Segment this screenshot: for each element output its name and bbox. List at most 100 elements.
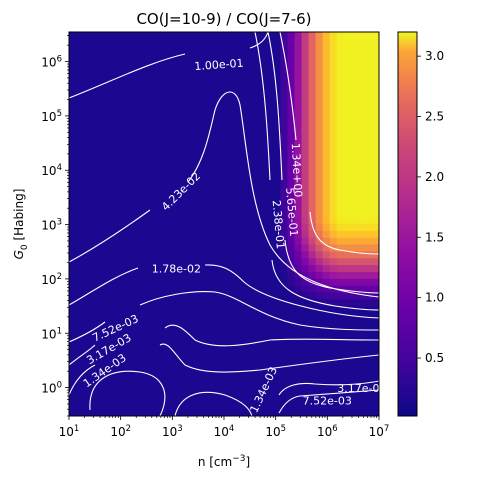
heatmap-cell — [350, 93, 359, 101]
heatmap-cell — [329, 134, 338, 143]
heatmap-cell — [364, 203, 373, 211]
heatmap-cell — [343, 182, 352, 191]
heatmap-cell — [357, 114, 366, 122]
heatmap-cell — [350, 292, 359, 300]
heatmap-cell — [287, 141, 295, 149]
heatmap-cell — [336, 66, 345, 74]
heatmap-cell — [329, 121, 338, 129]
heatmap-cell — [301, 265, 309, 273]
x-tick-label: 101 — [59, 424, 80, 439]
heatmap-cell — [280, 134, 288, 143]
contour-line-1-34e-03-right — [278, 380, 379, 396]
heatmap-cell — [364, 285, 373, 293]
heatmap-cell — [329, 182, 338, 191]
y-tick-label: 104 — [41, 163, 62, 178]
heatmap-cell — [371, 169, 379, 177]
heatmap-cell — [350, 32, 359, 40]
heatmap-cell — [357, 265, 366, 273]
heatmap-cell — [364, 80, 373, 88]
heatmap-cell — [301, 80, 309, 88]
heatmap-cell — [357, 244, 366, 252]
y-tick-label: 100 — [41, 381, 62, 396]
heatmap-cell — [350, 134, 359, 143]
heatmap-cell — [336, 162, 345, 170]
heatmap-cell — [329, 217, 338, 225]
heatmap-cell — [343, 203, 352, 211]
heatmap-cell — [343, 93, 352, 101]
heatmap-cell — [301, 258, 309, 266]
heatmap-cell — [364, 86, 373, 95]
heatmap-cell — [280, 244, 288, 252]
heatmap-cell — [322, 203, 331, 211]
heatmap-cell — [322, 32, 331, 40]
heatmap-cell — [336, 169, 345, 177]
heatmap-cell — [371, 258, 379, 266]
heatmap-cell — [343, 244, 352, 252]
heatmap-cell — [301, 38, 309, 47]
contour-line-1-34e+00 — [279, 32, 379, 255]
heatmap-cell — [329, 299, 338, 307]
heatmap-cell — [301, 114, 309, 122]
heatmap-cell — [329, 176, 338, 184]
heatmap-cell — [350, 210, 359, 218]
heatmap-cell — [287, 203, 295, 211]
heatmap-cell — [336, 32, 345, 40]
contour-label: 7.52e-03 — [303, 395, 352, 408]
heatmap-cell — [343, 114, 352, 122]
heatmap-cell — [301, 203, 309, 211]
heatmap-cell — [336, 114, 345, 122]
heatmap-cell — [364, 73, 373, 81]
heatmap-cell — [280, 203, 288, 211]
heatmap-cell — [343, 265, 352, 273]
heatmap-cell — [287, 148, 295, 156]
heatmap-cell — [322, 93, 331, 101]
heatmap-cell — [315, 244, 324, 252]
heatmap-cell — [315, 189, 324, 197]
heatmap-cell — [315, 278, 324, 287]
heatmap-cell — [322, 182, 331, 191]
heatmap-cell — [322, 100, 331, 108]
heatmap-cell — [280, 59, 288, 67]
heatmap-cell — [371, 155, 379, 163]
heatmap-cell — [343, 258, 352, 266]
heatmap-cell — [301, 52, 309, 60]
heatmap-cell — [322, 114, 331, 122]
heatmap-cell — [322, 52, 331, 60]
heatmap-cell — [343, 107, 352, 115]
heatmap-cell — [336, 93, 345, 101]
contour-label: 1.00e-01 — [194, 57, 244, 73]
heatmap-cell — [350, 244, 359, 252]
heatmap-cell — [287, 210, 295, 218]
heatmap-cell — [308, 148, 316, 156]
heatmap-cell — [280, 210, 288, 218]
heatmap-cell — [364, 93, 373, 101]
heatmap-cell — [357, 141, 366, 149]
heatmap-cell — [336, 38, 345, 47]
heatmap-cell — [308, 107, 316, 115]
heatmap-cell — [329, 107, 338, 115]
heatmap-cell — [350, 203, 359, 211]
heatmap-cell — [280, 251, 288, 259]
heatmap-cell — [287, 32, 295, 40]
heatmap-cell — [294, 128, 302, 136]
heatmap-cell — [308, 80, 316, 88]
heatmap-cell — [294, 59, 302, 67]
heatmap-cell — [294, 148, 302, 156]
heatmap-cell — [301, 217, 309, 225]
heatmap-cell — [357, 86, 366, 95]
heatmap-cell — [301, 278, 309, 287]
heatmap-cell — [329, 272, 338, 280]
heatmap-cell — [364, 128, 373, 136]
heatmap-cell — [280, 189, 288, 197]
colorbar: 0.5 1.0 1.5 2.0 2.5 3.0 — [397, 31, 444, 417]
heatmap-cell — [322, 66, 331, 74]
heatmap-cell — [350, 265, 359, 273]
heatmap-cell — [308, 73, 316, 81]
heatmap-cell — [315, 107, 324, 115]
heatmap-cell — [336, 59, 345, 67]
heatmap-cell — [357, 292, 366, 300]
heatmap-cell — [280, 66, 288, 74]
heatmap-cell — [343, 66, 352, 74]
heatmap-cell — [364, 66, 373, 74]
heatmap-cell — [287, 196, 295, 204]
